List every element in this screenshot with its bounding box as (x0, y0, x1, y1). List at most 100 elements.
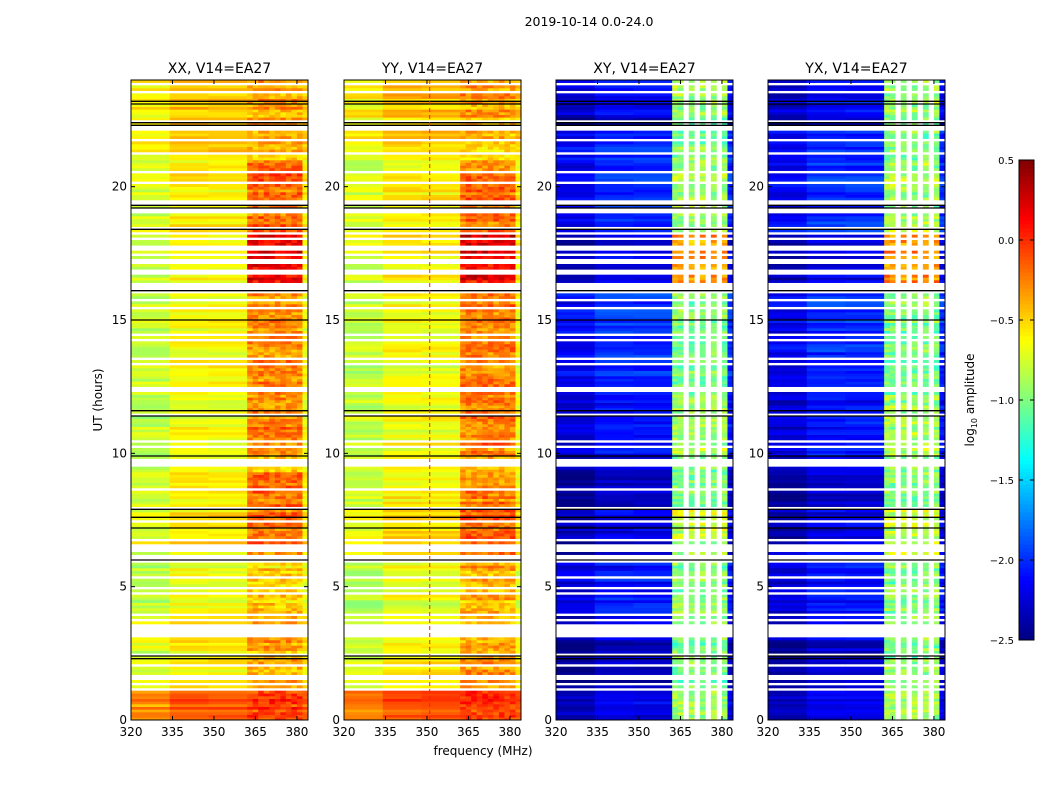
heatmap-cell (476, 365, 483, 369)
heatmap-cell (302, 80, 309, 83)
heatmap-cell (482, 536, 489, 539)
heatmap-cell (460, 552, 466, 555)
heatmap-cell (269, 93, 276, 97)
heatmap-cell (169, 234, 209, 238)
heatmap-cell (280, 498, 287, 502)
heatmap-cell (487, 336, 494, 339)
heatmap-cell (296, 482, 303, 486)
heatmap-cell (258, 472, 265, 475)
heatmap-cell (476, 216, 483, 219)
heatmap-cell (269, 541, 276, 545)
heatmap-cell (169, 437, 209, 441)
heatmap-cell (493, 109, 500, 113)
heatmap-cell (344, 424, 384, 427)
heatmap-cell (421, 456, 461, 459)
heatmap-cell (476, 453, 483, 457)
heatmap-cell (302, 304, 309, 307)
heatmap-cell (247, 104, 253, 107)
heatmap-cell (688, 706, 695, 710)
heatmap-cell (515, 85, 522, 89)
heatmap-cell (258, 98, 265, 102)
heatmap-cell (515, 229, 522, 233)
heatmap-cell (247, 205, 253, 209)
heatmap-cell (274, 274, 281, 278)
heatmap-cell (482, 685, 489, 689)
heatmap-cell (465, 533, 472, 537)
heatmap-cell (247, 216, 253, 219)
heatmap-cell (258, 93, 265, 97)
heatmap-cell (465, 384, 472, 387)
heatmap-cell (269, 122, 276, 126)
heatmap-cell (504, 109, 511, 113)
heatmap-cell (471, 133, 478, 137)
heatmap-cell (344, 594, 384, 598)
heatmap-cell (280, 133, 287, 137)
heatmap-cell (460, 712, 466, 715)
heatmap-cell (285, 650, 292, 654)
heatmap-cell (460, 472, 466, 475)
heatmap-cell (344, 192, 384, 195)
heatmap-cell (269, 402, 276, 406)
heatmap-cell (509, 320, 516, 323)
heatmap-cell (274, 293, 281, 297)
heatmap-cell (471, 690, 478, 694)
heatmap-cell (382, 101, 422, 105)
heatmap-cell (247, 184, 253, 187)
heatmap-cell (515, 109, 522, 113)
heatmap-cell (482, 525, 489, 529)
y-tick-label: 0 (119, 713, 127, 727)
heatmap-cell (509, 533, 516, 537)
heatmap-cell (471, 645, 478, 649)
heatmap-cell (269, 117, 276, 121)
x-tick-label: 335 (161, 725, 184, 739)
heatmap-cell (291, 706, 298, 710)
heatmap-cell (515, 573, 522, 577)
heatmap-cell (302, 570, 309, 574)
heatmap-cell (258, 509, 265, 513)
heatmap-cell (258, 189, 265, 193)
heatmap-cell (460, 410, 466, 414)
heatmap-cell (498, 437, 505, 441)
heatmap-cell (471, 141, 478, 145)
heatmap-cell (476, 616, 483, 619)
heatmap-cell (504, 680, 511, 683)
heatmap-cell (460, 234, 466, 238)
heatmap-cell (280, 317, 287, 321)
heatmap-cell (274, 469, 281, 473)
heatmap-cell (465, 570, 472, 574)
heatmap-cell (487, 240, 494, 243)
heatmap-cell (493, 528, 500, 531)
heatmap-cell (258, 381, 265, 385)
heatmap-cell (471, 157, 478, 161)
heatmap-cell (296, 277, 303, 281)
heatmap-cell (296, 589, 303, 593)
heatmap-cell (258, 104, 265, 107)
heatmap-cell (471, 530, 478, 534)
heatmap-cell (344, 144, 384, 147)
heatmap-cell (247, 562, 253, 566)
heatmap-cell (252, 469, 259, 473)
heatmap-cell (296, 314, 303, 318)
heatmap-cell (247, 498, 253, 502)
heatmap-cell (493, 482, 500, 486)
heatmap-cell (460, 277, 466, 281)
heatmap-cell (509, 112, 516, 115)
heatmap-cell (509, 106, 516, 110)
heatmap-cell (498, 408, 505, 411)
heatmap-cell (471, 696, 478, 699)
heatmap-cell (269, 658, 276, 662)
heatmap-cell (476, 517, 483, 521)
heatmap-cell (208, 360, 248, 363)
heatmap-cell (296, 85, 303, 89)
heatmap-cell (421, 157, 461, 161)
heatmap-cell (252, 656, 259, 659)
heatmap-cell (302, 162, 309, 166)
heatmap-cell (493, 250, 500, 254)
heatmap-cell (269, 304, 276, 307)
heatmap-cell (274, 690, 281, 694)
heatmap-cell (498, 474, 505, 478)
heatmap-cell (291, 408, 298, 411)
heatmap-cell (476, 173, 483, 177)
heatmap-cell (291, 80, 298, 83)
heatmap-cell (482, 381, 489, 385)
